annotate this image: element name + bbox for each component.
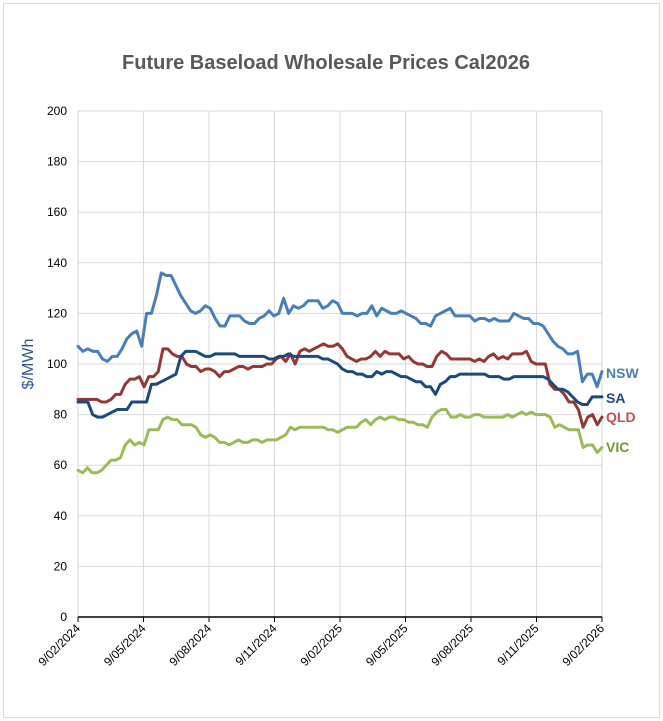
y-axis-label: $/MWh (20, 339, 37, 390)
x-tick-label: 9/11/2024 (233, 621, 280, 668)
series-label-sa: SA (606, 390, 625, 406)
series-label-nsw: NSW (606, 365, 639, 381)
y-tick-label: 0 (60, 610, 67, 624)
y-tick-label: 120 (47, 306, 67, 320)
series-line-qld (76, 342, 604, 429)
y-axis-ticks: 0 20 40 60 80 100 120 140 160 180 200 (47, 104, 67, 624)
y-tick-label: 80 (54, 408, 68, 422)
y-tick-label: 160 (47, 205, 67, 219)
gridlines (77, 110, 603, 617)
x-tick-label: 9/02/2025 (297, 621, 345, 669)
y-tick-label: 140 (47, 256, 67, 270)
chart-title: Future Baseload Wholesale Prices Cal2026 (122, 52, 530, 74)
x-tick-label: 9/02/2024 (35, 621, 83, 669)
y-tick-label: 100 (47, 357, 67, 371)
y-tick-label: 40 (54, 509, 68, 523)
y-tick-label: 180 (47, 155, 67, 169)
x-tick-label: 9/08/2024 (166, 621, 214, 669)
x-axis-ticks: 9/02/2024 9/05/2024 9/08/2024 9/11/2024 9/02… (35, 617, 607, 669)
series-line-nsw (76, 271, 604, 389)
x-tick-label: 9/11/2025 (495, 621, 542, 668)
y-tick-label: 20 (54, 559, 68, 573)
x-tick-label: 9/02/2026 (559, 621, 607, 669)
series-line-sa (76, 349, 604, 419)
series-labels: NSW SA QLD VIC (606, 365, 639, 455)
x-tick-label: 9/05/2025 (363, 621, 411, 669)
series-label-vic: VIC (606, 439, 629, 455)
x-tick-label: 9/05/2024 (101, 621, 149, 669)
series-lines (76, 271, 604, 475)
x-tick-label: 9/08/2025 (428, 621, 476, 669)
series-line-vic (76, 408, 604, 475)
y-tick-label: 60 (54, 458, 68, 472)
series-label-qld: QLD (606, 409, 636, 425)
y-tick-label: 200 (47, 104, 67, 118)
